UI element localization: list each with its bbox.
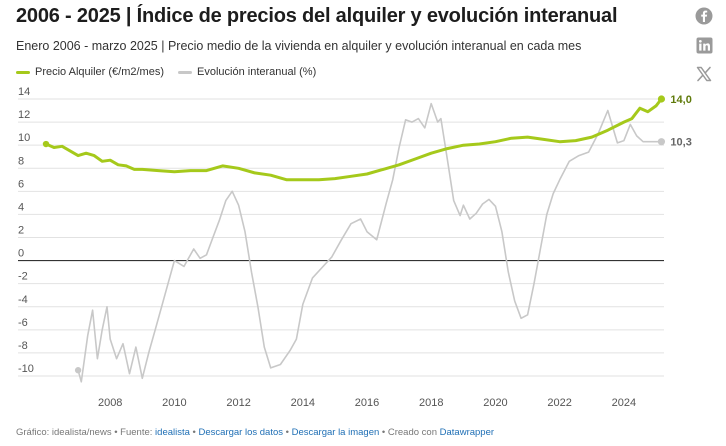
x-tick-label: 2024 <box>612 397 636 409</box>
footer-separator: • <box>192 427 196 438</box>
source-link[interactable]: idealista <box>155 427 190 438</box>
series-start-point <box>74 367 82 374</box>
x-tick-label: 2016 <box>355 397 379 409</box>
x-tick-label: 2012 <box>226 397 250 409</box>
y-tick-label: 0 <box>18 248 24 260</box>
x-tick-label: 2014 <box>291 397 315 409</box>
facebook-icon <box>695 7 713 25</box>
y-tick-label: -2 <box>18 271 28 283</box>
linkedin-share-button[interactable] <box>694 35 714 55</box>
grid-layer: 14 12 10 8 6 4 2 0 -2 -4 -6 -8 -10 2008 2010 2012 2014 20… <box>18 86 664 409</box>
y-tick-label: 8 <box>18 155 24 167</box>
y-tick-label: 10 <box>18 132 30 144</box>
x-tick-label: 2008 <box>98 397 122 409</box>
series-line-yoy <box>77 102 663 383</box>
legend-swatch-yoy <box>178 70 192 74</box>
x-tick-label: 2020 <box>483 397 507 409</box>
legend-label-yoy: Evolución interanual (%) <box>197 66 317 78</box>
series-line-price <box>44 97 663 182</box>
footer-source-prefix: Gráfico: idealista/news • Fuente: <box>16 427 153 438</box>
x-tick-label: 2010 <box>162 397 186 409</box>
download-data-link[interactable]: Descargar los datos <box>198 427 283 438</box>
series-end-point <box>657 138 666 146</box>
datawrapper-link[interactable]: Datawrapper <box>439 427 495 438</box>
legend-item-price: Precio Alquiler (€/m2/mes) <box>16 66 164 78</box>
x-share-button[interactable] <box>694 64 714 84</box>
legend-label-price: Precio Alquiler (€/m2/mes) <box>35 66 164 78</box>
y-tick-label: 4 <box>18 201 24 213</box>
linkedin-icon <box>696 37 712 53</box>
chart-title: 2006 - 2025 | Índice de precios del alqu… <box>16 5 618 27</box>
download-image-link[interactable]: Descargar la imagen <box>291 427 380 438</box>
y-tick-label: 2 <box>18 225 24 237</box>
footer-created-with: • Creado con <box>381 427 437 438</box>
legend-swatch-price <box>16 70 30 74</box>
series-start-point <box>42 140 50 148</box>
y-tick-label: -8 <box>18 340 28 352</box>
y-tick-label: 12 <box>18 109 30 121</box>
legend-item-yoy: Evolución interanual (%) <box>178 66 316 78</box>
end-label-yoy: 10,3 <box>670 137 691 149</box>
y-tick-label: -10 <box>18 363 34 375</box>
end-label-price: 14,0 <box>670 94 691 106</box>
y-tick-label: 6 <box>18 178 24 190</box>
x-icon <box>696 66 712 82</box>
y-tick-label: 14 <box>18 86 30 98</box>
y-tick-label: -6 <box>18 317 28 329</box>
chart-subtitle: Enero 2006 - marzo 2025 | Precio medio d… <box>16 39 582 53</box>
x-tick-label: 2022 <box>547 397 571 409</box>
y-tick-label: -4 <box>18 294 28 306</box>
facebook-share-button[interactable] <box>694 6 714 26</box>
label-layer: 10,3 14,0 <box>670 94 691 149</box>
legend: Precio Alquiler (€/m2/mes) Evolución int… <box>16 66 330 78</box>
series-end-point <box>657 95 666 103</box>
footer-separator: • <box>285 427 289 438</box>
x-tick-label: 2018 <box>419 397 443 409</box>
series-layer <box>42 95 666 383</box>
footer: Gráfico: idealista/news • Fuente: ideali… <box>16 427 494 438</box>
line-chart: 14 12 10 8 6 4 2 0 -2 -4 -6 -8 -10 2008 2010 2012 2014 20… <box>18 86 692 409</box>
